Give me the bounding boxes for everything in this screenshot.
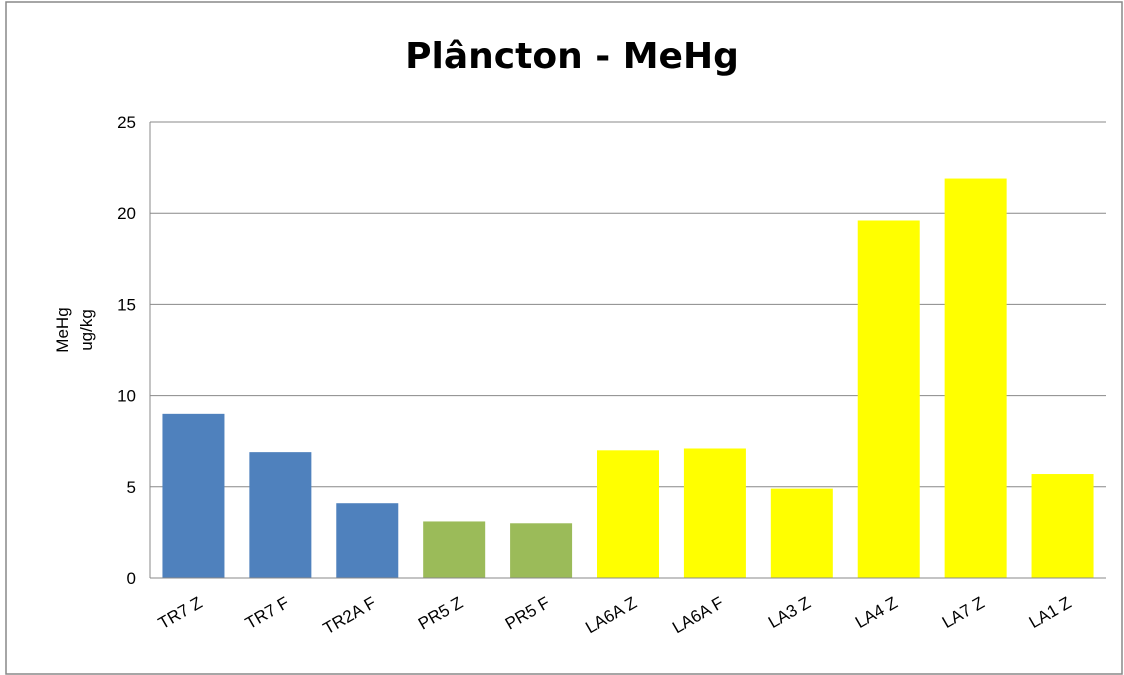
y-tick-label: 25 bbox=[117, 113, 136, 132]
y-tick-label: 0 bbox=[127, 569, 136, 588]
y-tick-label: 10 bbox=[117, 387, 136, 406]
bar bbox=[597, 450, 659, 578]
y-axis-label: ug/kg bbox=[77, 309, 96, 351]
bar bbox=[423, 521, 486, 578]
y-tick-label: 5 bbox=[127, 478, 136, 497]
bar bbox=[336, 503, 399, 578]
y-axis-label: MeHg bbox=[53, 307, 72, 352]
bar bbox=[857, 220, 920, 578]
y-tick-label: 20 bbox=[117, 204, 136, 223]
bar bbox=[944, 178, 1007, 578]
chart-title: Plâncton - MeHg bbox=[405, 36, 739, 77]
bar bbox=[510, 523, 573, 578]
bar bbox=[770, 488, 833, 578]
bar bbox=[683, 448, 746, 578]
y-tick-label: 15 bbox=[117, 295, 136, 314]
bar bbox=[1031, 474, 1094, 578]
bar bbox=[249, 452, 312, 578]
bar bbox=[162, 413, 225, 578]
